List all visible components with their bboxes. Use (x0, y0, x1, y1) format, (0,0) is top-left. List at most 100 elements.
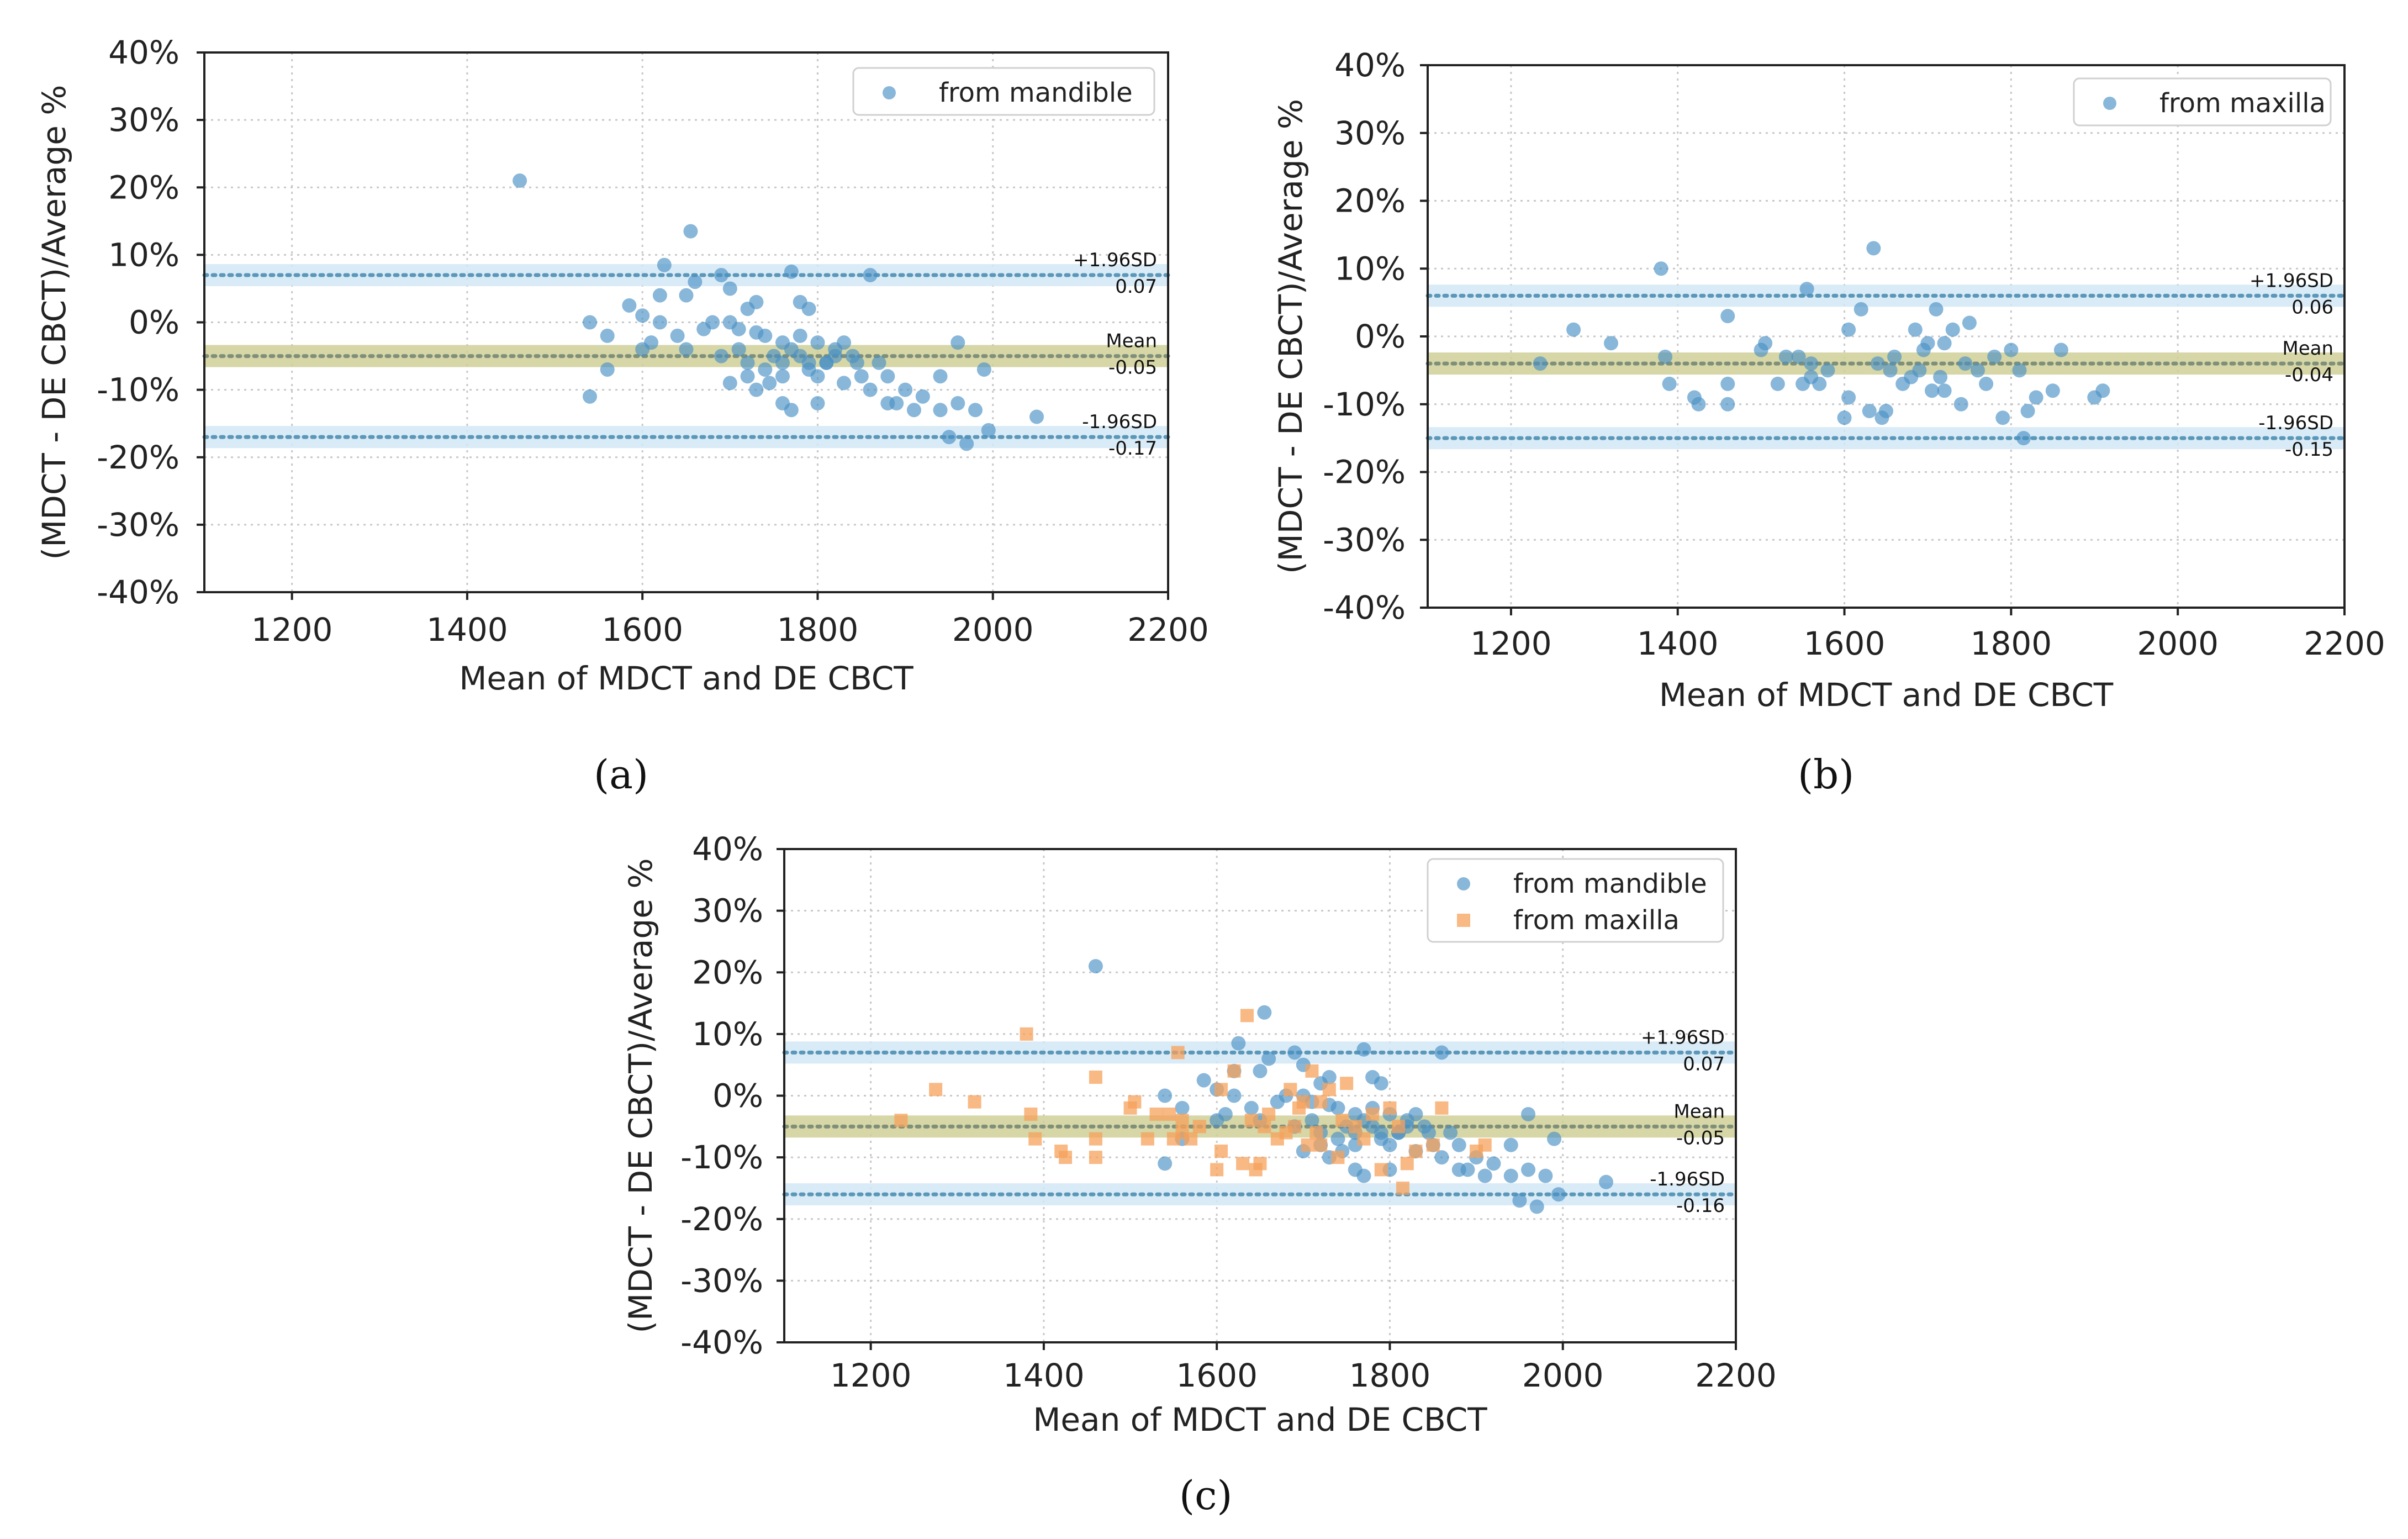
panel-c-point-s1 (1158, 1156, 1173, 1171)
panel-c-point-s2 (1128, 1095, 1142, 1109)
panel-b-point-s1 (2020, 404, 2035, 419)
panel-b-point-s1 (1945, 322, 1960, 337)
panel-a-point-s1 (731, 321, 746, 336)
panel-b-point-s1 (1791, 349, 1806, 364)
panel-b-point-s1 (1778, 349, 1793, 364)
panel-c-point-s1 (1486, 1156, 1501, 1171)
panel-b-y-tick-label: -30% (1323, 521, 1406, 558)
panel-c-legend-box (1427, 858, 1724, 943)
panel-b-point-s1 (1937, 336, 1952, 351)
panel-a-point-s1 (583, 389, 597, 404)
panel-a-caption: (a) (594, 751, 649, 798)
panel-c-point-s2 (1314, 1095, 1328, 1109)
panel-a-legend-box (852, 67, 1155, 116)
panel-b-point-s1 (1853, 302, 1868, 317)
panel-a-y-tick-label: -10% (97, 371, 179, 409)
panel-c-point-s2 (1258, 1120, 1271, 1134)
panel-b-y-tick-label: 40% (1334, 46, 1406, 84)
panel-c-point-s2 (1374, 1163, 1388, 1177)
panel-a-point-s1 (933, 369, 948, 384)
panel-b-point-s1 (1995, 410, 2010, 425)
panel-a-point-s1 (810, 335, 825, 350)
panel-a-x-tick-label: 1600 (601, 611, 683, 649)
panel-c-y-tick-label: -40% (680, 1324, 763, 1361)
panel-c-point-s2 (968, 1095, 981, 1109)
panel-c-point-s2 (1089, 1132, 1102, 1146)
panel-a-point-s1 (933, 403, 948, 418)
panel-a-x-axis-label: Mean of MDCT and DE CBCT (459, 660, 913, 697)
panel-a-point-s1 (810, 369, 825, 384)
panel-a-upper-label: +1.96SD (1073, 249, 1157, 271)
panel-b-y-tick-label: -20% (1323, 454, 1406, 491)
panel-c-point-s1 (1529, 1199, 1544, 1214)
panel-b-point-s1 (1929, 302, 1944, 317)
panel-c-point-s1 (1244, 1100, 1259, 1115)
panel-b-point-s1 (1533, 356, 1548, 371)
panel-c-legend-label-1: from mandible (1513, 868, 1707, 899)
panel-c-x-tick-label: 1800 (1349, 1357, 1431, 1394)
panel-c-lower-value-label: -0.16 (1676, 1195, 1725, 1217)
panel-a-point-s1 (915, 389, 930, 404)
panel-a-point-s1 (801, 302, 816, 317)
panel-a-y-tick-label: -20% (97, 439, 179, 476)
panel-c-point-s1 (1196, 1073, 1211, 1088)
panel-c-y-tick-label: 0% (712, 1077, 763, 1115)
panel-a-x-tick-label: 2200 (1127, 611, 1209, 649)
panel-b-point-s1 (1804, 356, 1819, 371)
panel-b-y-tick-label: 30% (1334, 114, 1406, 152)
panel-a-y-tick-label: -30% (97, 506, 179, 544)
panel-c-x-axis-label: Mean of MDCT and DE CBCT (1033, 1401, 1487, 1438)
panel-a-lower-label: -1.96SD (1082, 411, 1157, 433)
panel-b-y-tick-label: 10% (1334, 250, 1406, 287)
panel-a-point-s1 (889, 396, 904, 411)
panel-a-point-s1 (714, 349, 728, 363)
panel-a-y-tick-label: 0% (129, 304, 179, 341)
panel-c-point-s2 (1163, 1107, 1176, 1121)
panel-c-point-s1 (1434, 1045, 1449, 1060)
panel-b-x-tick-label: 1400 (1637, 625, 1719, 662)
panel-b-x-tick-label: 1200 (1470, 625, 1552, 662)
panel-c-point-s1 (1551, 1187, 1566, 1202)
panel-c-point-s2 (1335, 1114, 1349, 1127)
panel-c-point-s2 (1309, 1126, 1323, 1140)
panel-a-point-s1 (942, 430, 957, 445)
panel-a-x-tick-label: 1400 (426, 611, 508, 649)
panel-a-point-s1 (670, 328, 685, 343)
panel-c-point-s2 (1357, 1132, 1371, 1146)
panel-b-y-tick-label: -10% (1323, 386, 1406, 423)
panel-b-point-s1 (2016, 431, 2031, 446)
panel-b-point-s1 (1962, 315, 1977, 330)
panel-a-point-s1 (950, 335, 965, 350)
panel-a-point-s1 (749, 382, 764, 397)
panel-a-point-s1 (793, 328, 807, 343)
panel-b-point-s1 (1987, 349, 2002, 364)
panel-a-y-tick-label: -40% (97, 573, 179, 611)
panel-c-point-s2 (1175, 1126, 1189, 1140)
panel-c-point-s1 (1356, 1042, 1371, 1057)
panel-c-point-s2 (1024, 1107, 1038, 1121)
panel-c-point-s1 (1330, 1131, 1345, 1146)
panel-c-x-tick-label: 1200 (830, 1357, 912, 1394)
panel-b-point-s1 (1799, 282, 1814, 297)
panel-a-point-s1 (801, 355, 816, 370)
panel-a-point-s1 (837, 335, 852, 350)
panel-a-point-s1 (688, 275, 703, 289)
panel-b-point-s1 (1566, 322, 1581, 337)
panel-c-point-s2 (1028, 1132, 1042, 1146)
panel-a-y-tick-label: 10% (108, 236, 179, 273)
panel-a-chart: +1.96SD 0.07 Mean -0.05 -1.96SD -0.17 1200 1400… (35, 34, 1209, 697)
panel-a-x-tick-label: 1800 (777, 611, 859, 649)
panel-b-point-s1 (1862, 404, 1877, 419)
panel-c-point-s2 (929, 1083, 943, 1097)
panel-a-point-s1 (950, 396, 965, 411)
panel-a-point-s1 (976, 362, 991, 377)
panel-b-point-s1 (1758, 336, 1773, 351)
panel-c-point-s2 (1253, 1157, 1267, 1171)
panel-c-legend-marker-2 (1457, 914, 1470, 927)
panel-a-point-s1 (600, 362, 615, 377)
panel-c-point-s2 (1210, 1163, 1224, 1177)
panel-c-point-s1 (1512, 1193, 1527, 1208)
panel-c-point-s1 (1356, 1168, 1371, 1183)
panel-c-point-s2 (894, 1114, 908, 1127)
panel-c-point-s1 (1374, 1076, 1388, 1091)
